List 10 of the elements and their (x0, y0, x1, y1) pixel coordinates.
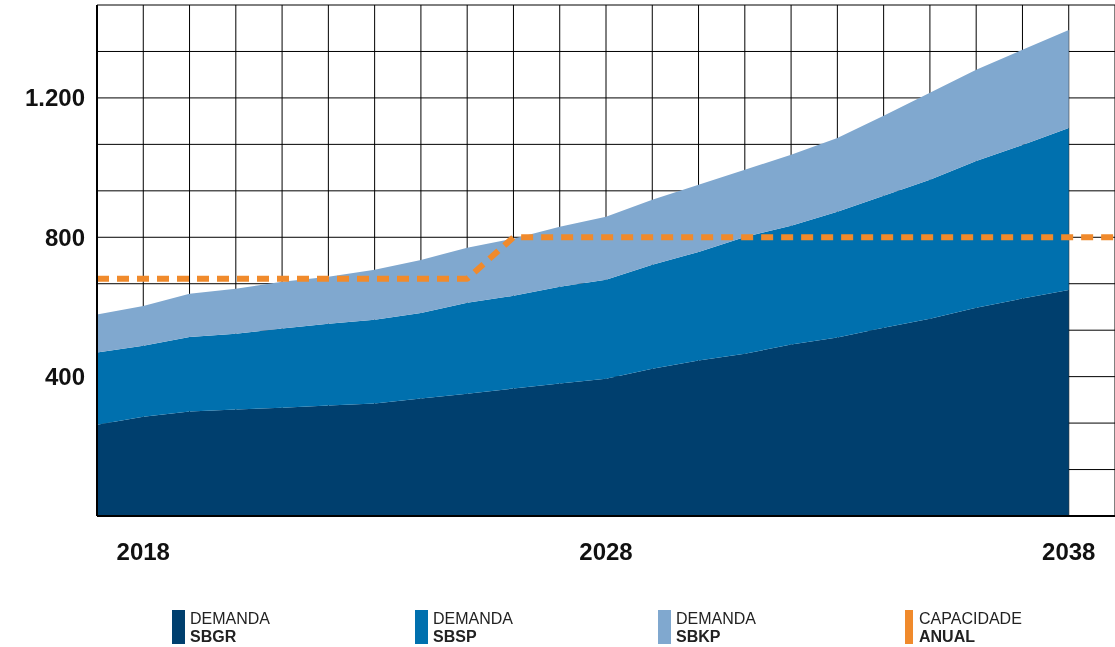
legend-label: DEMANDA SBGR (190, 610, 271, 645)
legend-label: DEMANDA SBSP (433, 610, 514, 645)
x-tick-label: 2028 (579, 538, 633, 565)
x-tick-label: 2018 (116, 538, 170, 565)
y-tick-label: 1.200 (24, 84, 85, 112)
legend-label: DEMANDA SBKP (676, 610, 757, 645)
x-tick-label: 2038 (1042, 538, 1096, 565)
y-tick-label: 400 (44, 363, 85, 391)
y-tick-label: 800 (44, 223, 85, 251)
legend-label: CAPACIDADE ANUAL (919, 610, 1022, 645)
